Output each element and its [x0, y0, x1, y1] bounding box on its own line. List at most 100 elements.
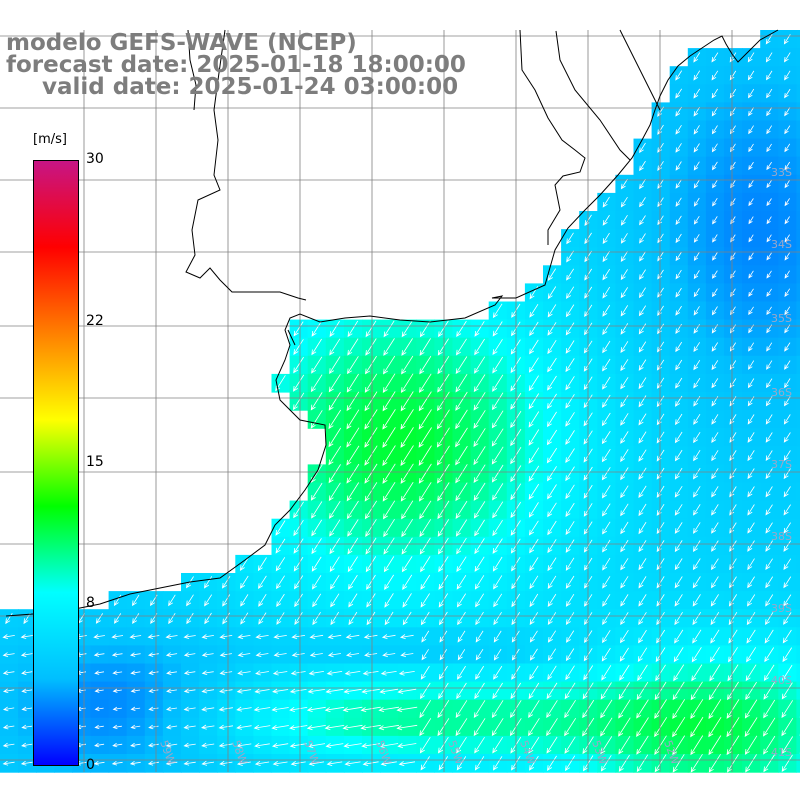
wind-arrow — [330, 611, 340, 626]
wind-arrow — [438, 556, 449, 573]
wind-arrow — [654, 717, 668, 738]
wind-arrow — [748, 198, 754, 207]
wind-cell — [760, 283, 779, 303]
wind-cell — [524, 355, 544, 375]
colorbar-unit-label: [m/s] — [33, 132, 67, 147]
wind-cell — [651, 247, 671, 266]
wind-cell — [778, 735, 797, 755]
wind-cell — [778, 84, 797, 103]
wind-arrow — [712, 197, 718, 207]
wind-cell — [796, 482, 800, 502]
wind-arrow — [361, 688, 380, 694]
wind-arrow — [2, 760, 15, 766]
wind-cell — [760, 337, 779, 357]
wind-cell — [488, 392, 508, 411]
wind-cell — [633, 482, 653, 502]
wind-arrow — [745, 754, 757, 773]
wind-arrow — [766, 306, 772, 316]
wind-arrow — [637, 647, 648, 662]
wind-arrow — [711, 504, 719, 516]
wind-arrow — [364, 373, 378, 393]
wind-arrow — [420, 611, 430, 626]
wind-arrow — [293, 339, 304, 355]
wind-cell — [651, 229, 671, 248]
wind-arrow — [620, 178, 628, 190]
wind-arrow — [112, 706, 122, 711]
wind-cell — [615, 174, 635, 194]
wind-cell — [669, 211, 689, 230]
wind-cell — [724, 120, 743, 140]
wind-cell — [615, 446, 635, 465]
wind-cell — [615, 211, 635, 230]
wind-arrow — [784, 198, 790, 207]
wind-arrow — [693, 413, 701, 425]
wind-cell — [271, 373, 291, 393]
wind-cell — [597, 681, 616, 701]
wind-arrow — [638, 431, 647, 444]
wind-cell — [796, 428, 800, 447]
wind-cell — [633, 247, 653, 266]
wind-arrow — [257, 557, 267, 572]
wind-cell — [307, 464, 327, 484]
wind-arrow — [183, 760, 196, 766]
wind-arrow — [638, 594, 647, 607]
land-border — [185, 29, 661, 346]
wind-arrow — [600, 755, 612, 772]
wind-cell — [561, 428, 580, 447]
wind-arrow — [186, 594, 194, 607]
wind-cell — [796, 301, 800, 321]
wind-arrow — [418, 391, 432, 412]
wind-arrow — [602, 268, 611, 281]
wind-cell — [778, 48, 797, 67]
wind-arrow — [201, 706, 215, 712]
wind-cell — [362, 392, 381, 411]
wind-cell — [488, 645, 508, 665]
wind-arrow — [293, 356, 304, 374]
wind-cell — [633, 428, 653, 447]
wind-arrow — [272, 688, 289, 694]
wind-cell — [669, 518, 689, 538]
wind-cell — [705, 373, 725, 393]
wind-arrow — [439, 630, 448, 643]
wind-arrow — [620, 269, 628, 281]
wind-cell — [615, 645, 635, 665]
wind-arrow — [675, 305, 682, 316]
wind-arrow — [457, 649, 466, 661]
wind-cell — [742, 591, 761, 610]
wind-arrow — [618, 717, 631, 737]
wind-cell — [470, 392, 490, 411]
wind-arrow — [782, 647, 793, 663]
wind-arrow — [638, 612, 647, 625]
wind-cell — [543, 699, 562, 719]
wind-cell — [235, 573, 254, 592]
wind-cell — [760, 156, 779, 176]
wind-cell — [579, 645, 598, 665]
wind-cell — [651, 609, 671, 628]
wind-arrow — [711, 486, 719, 498]
wind-cell — [778, 500, 797, 520]
wind-cell — [687, 681, 707, 701]
wind-arrow — [747, 468, 755, 480]
wind-cell — [705, 392, 725, 411]
wind-arrow — [675, 143, 682, 153]
wind-arrow — [255, 652, 269, 658]
wind-cell — [579, 337, 598, 357]
wind-arrow — [310, 482, 323, 501]
wind-cell — [760, 591, 779, 610]
wind-arrow — [748, 360, 755, 370]
wind-arrow — [620, 467, 629, 481]
wind-cell — [289, 573, 309, 592]
wind-arrow — [693, 359, 701, 371]
wind-cell — [778, 410, 797, 429]
wind-arrow — [347, 537, 359, 555]
wind-arrow — [783, 522, 791, 534]
wind-cell — [705, 536, 725, 556]
wind-cell — [796, 735, 800, 755]
wind-cell — [543, 663, 562, 683]
wind-cell — [398, 609, 417, 628]
wind-cell — [633, 717, 653, 737]
wind-cell — [126, 609, 146, 628]
wind-cell — [760, 355, 779, 375]
wind-cell — [687, 66, 707, 85]
wind-arrow — [311, 501, 323, 519]
